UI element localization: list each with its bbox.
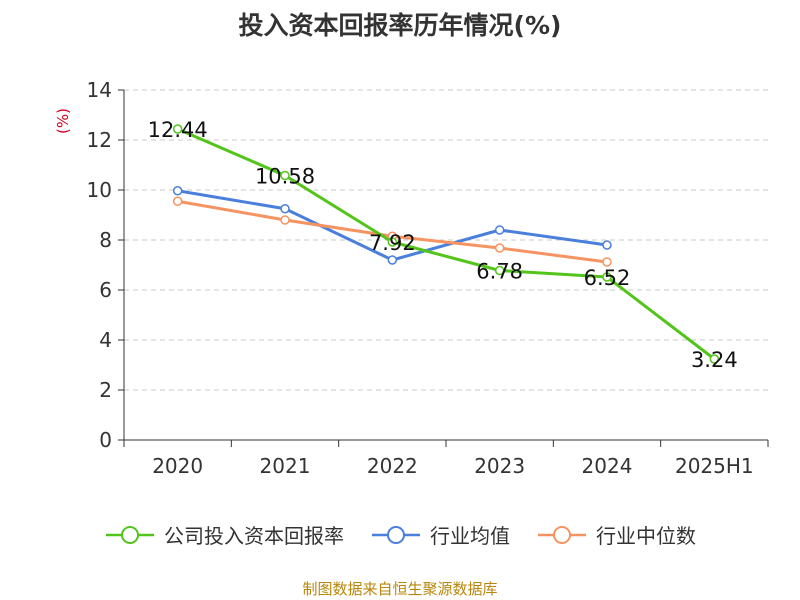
- data-label: 12.44: [148, 118, 208, 142]
- data-label: 7.92: [369, 231, 416, 255]
- legend-item: 行业均值: [370, 520, 510, 549]
- data-point: [602, 240, 612, 250]
- data-point: [387, 255, 398, 265]
- legend-label: 公司投入资本回报率: [164, 524, 344, 548]
- x-tick-label: 2020: [152, 454, 203, 478]
- data-point: [709, 354, 720, 364]
- series-line: [177, 127, 716, 361]
- x-tick-label: 2022: [367, 454, 418, 478]
- chart-title: 投入资本回报率历年情况(%): [238, 11, 562, 40]
- data-point: [172, 186, 183, 196]
- legend-label: 行业中位数: [596, 524, 696, 548]
- legend-swatch-icon: [106, 525, 154, 544]
- data-label: 6.78: [476, 260, 523, 284]
- legend-swatch-marker: [553, 525, 571, 544]
- legend-item: 行业中位数: [536, 520, 696, 549]
- data-point: [280, 215, 290, 225]
- source-note: 制图数据来自恒生聚源数据库: [302, 580, 498, 598]
- data-point: [494, 225, 505, 235]
- data-point: [172, 196, 183, 206]
- data-point: [602, 257, 612, 267]
- series-group: [172, 124, 720, 364]
- legend-swatch-marker: [121, 525, 139, 544]
- x-tick-label: 2025H1: [675, 454, 754, 478]
- x-tick-label: 2021: [260, 454, 311, 478]
- y-tick-label: 0: [99, 428, 112, 452]
- legend: 公司投入资本回报率 行业均值 行业中位数: [0, 520, 800, 549]
- data-point: [602, 272, 612, 282]
- y-tick-label: 10: [87, 178, 112, 202]
- data-point: [494, 265, 505, 276]
- data-label: 3.24: [691, 348, 738, 372]
- axes: 0 2 4 6 8 10 12 14 2020 2021 2022 2023 2024 2025H1: [87, 78, 769, 478]
- data-point: [494, 243, 505, 253]
- gridlines: [124, 89, 768, 391]
- legend-label: 行业均值: [430, 524, 510, 548]
- legend-swatch-icon: [538, 525, 586, 544]
- y-tick-label: 2: [99, 378, 112, 402]
- legend-item: 公司投入资本回报率: [104, 520, 344, 549]
- data-label: 6.52: [584, 266, 631, 290]
- data-labels: 12.44 10.58 7.92 6.78 6.52 3.24: [148, 118, 738, 372]
- data-point: [172, 124, 183, 134]
- x-tick-label: 2024: [582, 454, 633, 478]
- data-point: [280, 204, 290, 214]
- data-point: [280, 170, 290, 181]
- y-tick-label: 8: [99, 228, 112, 252]
- data-point: [387, 237, 398, 247]
- data-label: 10.58: [255, 165, 315, 189]
- legend-swatch-marker: [387, 525, 405, 544]
- y-tick-label: 12: [87, 128, 112, 152]
- legend-swatch-icon: [372, 525, 420, 544]
- x-tick-label: 2023: [474, 454, 525, 478]
- y-tick-label: 14: [87, 78, 112, 102]
- y-tick-label: 6: [99, 278, 112, 302]
- y-tick-label: 4: [99, 328, 112, 352]
